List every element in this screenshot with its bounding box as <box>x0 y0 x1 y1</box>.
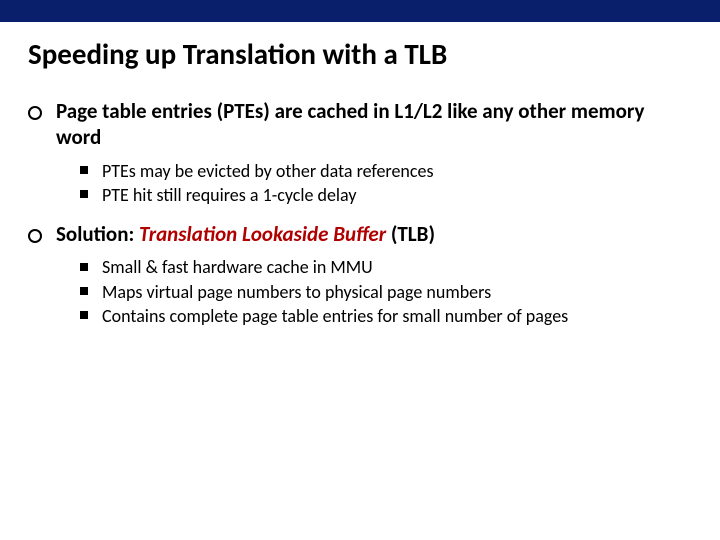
bullet-l2-item: PTE hit still requires a 1-cycle delay <box>80 183 692 207</box>
top-accent-bar <box>0 0 720 22</box>
slide-body: Speeding up Translation with a TLB Page … <box>0 36 720 328</box>
bullet-l2-item: Maps virtual page numbers to physical pa… <box>80 280 692 304</box>
bullet-l2-item: Contains complete page table entries for… <box>80 304 692 328</box>
bullet-l2-item: Small & fast hardware cache in MMU <box>80 255 692 279</box>
bullet-l1-suffix: (TLB) <box>386 221 435 247</box>
bullet-l1-item: Solution: Translation Lookaside Buffer (… <box>28 221 692 328</box>
bullet-l2-item: PTEs may be evicted by other data refere… <box>80 159 692 183</box>
bullet-list-level2: PTEs may be evicted by other data refere… <box>80 159 692 208</box>
bullet-l1-emphasis: Translation Lookaside Buffer <box>139 221 386 247</box>
bullet-list-level1: Page table entries (PTEs) are cached in … <box>28 98 692 328</box>
slide-title: Speeding up Translation with a TLB <box>28 36 692 72</box>
bullet-l1-item: Page table entries (PTEs) are cached in … <box>28 98 692 207</box>
bullet-l1-prefix: Solution: <box>56 221 139 247</box>
bullet-l1-text: Page table entries (PTEs) are cached in … <box>56 98 644 150</box>
bullet-list-level2: Small & fast hardware cache in MMU Maps … <box>80 255 692 328</box>
